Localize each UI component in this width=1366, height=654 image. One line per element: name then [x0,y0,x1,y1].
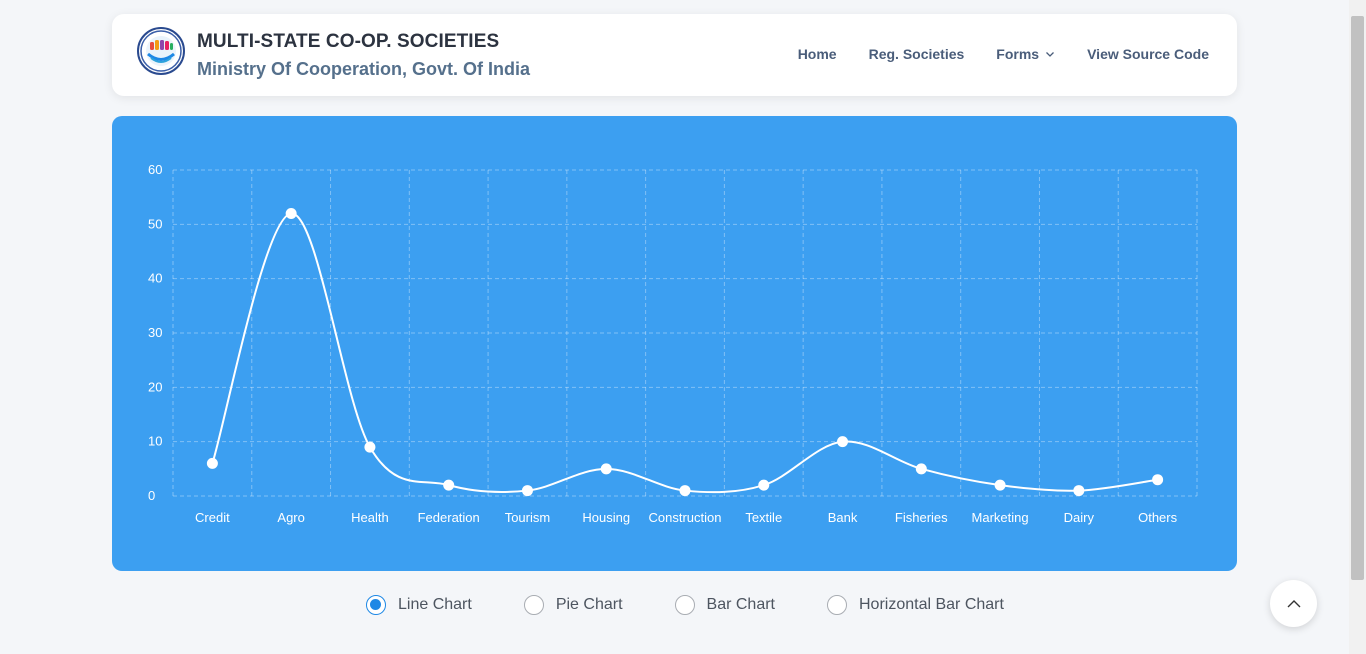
back-to-top-button[interactable] [1270,580,1317,627]
x-tick-label: Tourism [505,510,551,525]
chart-type-options: Line Chart Pie Chart Bar Chart Horizonta… [366,593,1004,617]
radio-line-chart[interactable] [366,595,386,615]
x-tick-label: Credit [195,510,230,525]
nav-reg-societies-label: Reg. Societies [868,46,965,62]
data-point [600,463,612,475]
x-tick-label: Housing [582,510,630,525]
x-tick-label: Dairy [1064,510,1095,525]
chevron-down-icon [1046,52,1055,57]
data-point [837,436,849,448]
chart-panel: 0 10 20 30 40 50 60 Credit Agro Health Federation T… [112,116,1237,571]
nav-view-source-label: View Source Code [1087,46,1209,62]
x-tick-label: Agro [277,510,304,525]
y-tick-label: 30 [148,325,162,340]
line-chart: 0 10 20 30 40 50 60 Credit Agro Health Federation T… [148,162,1198,525]
header-card: MULTI-STATE CO-OP. SOCIETIES Ministry Of… [112,14,1237,96]
data-point [758,479,770,491]
option-line-chart-label: Line Chart [398,596,472,613]
option-pie-chart[interactable]: Pie Chart [523,595,623,615]
data-point [364,441,376,453]
nav-forms[interactable]: Forms [996,46,1055,62]
y-tick-label: 0 [148,488,155,503]
option-line-chart[interactable]: Line Chart [366,595,472,615]
radio-pie-chart[interactable] [523,595,544,615]
x-tick-label: Fisheries [895,510,948,525]
option-pie-chart-label: Pie Chart [555,596,623,613]
main-nav: Home Reg. Societies Forms View Source Co… [798,46,1209,62]
nav-reg-societies[interactable]: Reg. Societies [869,46,965,62]
option-bar-chart[interactable]: Bar Chart [674,595,775,615]
data-point [1073,485,1085,497]
data-point [1152,474,1164,486]
radio-bar-chart[interactable] [674,595,695,615]
x-tick-label: Textile [745,510,782,525]
scrollbar-thumb[interactable] [1351,16,1364,580]
nav-home-label: Home [797,46,837,62]
option-horizontal-bar-chart[interactable]: Horizontal Bar Chart [827,595,1004,615]
y-tick-label: 10 [148,434,162,449]
data-point [285,207,297,219]
x-tick-label: Marketing [972,510,1029,525]
x-tick-label: Bank [828,510,858,525]
data-point [994,479,1006,491]
data-point [521,485,533,497]
y-tick-label: 50 [148,216,162,231]
data-point [915,463,927,475]
brand-title: MULTI-STATE CO-OP. SOCIETIES [197,31,500,52]
option-bar-chart-label: Bar Chart [706,596,775,613]
nav-view-source-code[interactable]: View Source Code [1087,46,1209,62]
x-tick-label: Construction [649,510,722,525]
data-point [679,485,691,497]
y-tick-label: 40 [148,271,162,286]
x-tick-label: Federation [418,510,480,525]
cooperation-emblem-icon[interactable] [137,27,185,75]
vertical-scrollbar[interactable] [1349,0,1366,654]
series-line [211,212,1158,494]
y-tick-label: 20 [148,379,162,394]
option-horizontal-bar-chart-label: Horizontal Bar Chart [859,596,1004,613]
x-tick-label: Health [351,510,389,525]
nav-forms-label: Forms [996,46,1040,62]
brand-subtitle: Ministry Of Cooperation, Govt. Of India [197,59,531,79]
x-tick-label: Others [1138,510,1178,525]
nav-home[interactable]: Home [798,46,837,62]
data-point [443,479,455,491]
radio-horizontal-bar-chart[interactable] [827,595,847,615]
chevron-up-icon [1287,599,1300,607]
data-point [206,457,218,469]
y-tick-label: 60 [148,162,162,177]
